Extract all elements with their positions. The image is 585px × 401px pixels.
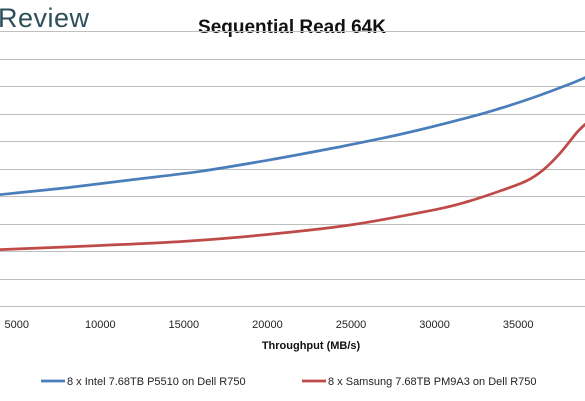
series-line-2 (0, 123, 585, 251)
legend-label-1: 8 x Intel 7.68TB P5510 on Dell R750 (67, 376, 246, 388)
x-tick-label: 15000 (169, 319, 200, 331)
x-tick-label: 20000 (252, 319, 283, 331)
brand-logo-text: Review (0, 3, 90, 33)
series-lines (0, 76, 585, 251)
legend-label-2: 8 x Samsung 7.68TB PM9A3 on Dell R750 (328, 376, 537, 388)
chart-title: Sequential Read 64K (198, 17, 386, 38)
gridlines (0, 31, 585, 307)
x-tick-label: 30000 (419, 319, 450, 331)
x-tick-label: 35000 (503, 319, 534, 331)
x-tick-label: 5000 (4, 319, 28, 331)
legend: 8 x Intel 7.68TB P5510 on Dell R750 8 x S… (41, 376, 537, 388)
x-tick-label: 10000 (85, 319, 116, 331)
x-tick-label: 25000 (336, 319, 367, 331)
series-line-1 (0, 76, 585, 196)
x-axis-ticks: 5000 10000 15000 20000 25000 30000 35000 (4, 319, 533, 331)
x-axis-label: Throughput (MB/s) (262, 340, 361, 352)
